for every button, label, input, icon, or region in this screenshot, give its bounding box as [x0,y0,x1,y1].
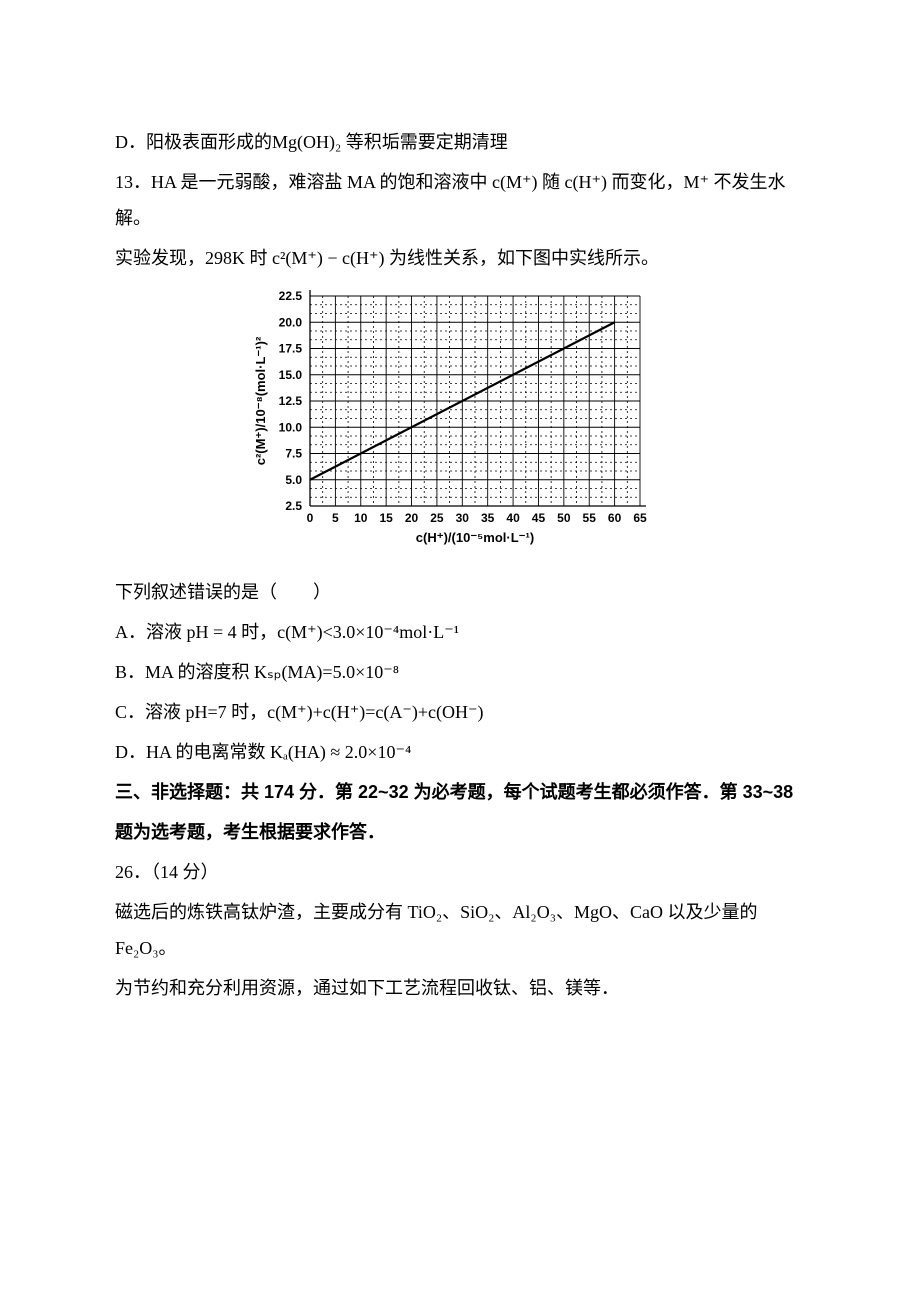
svg-text:0: 0 [307,511,314,525]
section3-heading-line2: 题为选考题，考生根据要求作答． [115,814,805,850]
svg-text:55: 55 [583,511,597,525]
q26-stem-line2: 为节约和充分利用资源，通过如下工艺流程回收钛、铝、镁等． [115,970,805,1006]
q13-option-a: A．溶液 pH = 4 时，c(M⁺)<3.0×10⁻⁴mol·L⁻¹ [115,614,805,650]
svg-text:20: 20 [405,511,419,525]
svg-text:45: 45 [532,511,546,525]
svg-text:5.0: 5.0 [285,473,302,487]
q13-chart: 0 5 10 15 20 25 30 35 40 45 50 55 60 65 2.5 5.0 7.5 10.0 1… [115,286,805,568]
q13-option-d: D．HA 的电离常数 Kₐ(HA) ≈ 2.0×10⁻⁴ [115,734,805,770]
svg-text:12.5: 12.5 [279,394,303,408]
q13-stem-line1: 13．HA 是一元弱酸，难溶盐 MA 的饱和溶液中 c(M⁺) 随 c(H⁺) … [115,164,805,236]
svg-text:40: 40 [506,511,520,525]
svg-text:20.0: 20.0 [279,315,303,329]
svg-text:c²(M⁺)/10⁻⁸(mol·L⁻¹)²: c²(M⁺)/10⁻⁸(mol·L⁻¹)² [253,336,268,465]
svg-text:10.0: 10.0 [279,420,303,434]
q26-stem-line1: 磁选后的炼铁高钛炉渣，主要成分有 TiO₂、SiO₂、Al₂O₃、MgO、CaO… [115,894,805,966]
svg-text:25: 25 [430,511,444,525]
svg-text:17.5: 17.5 [279,342,303,356]
svg-text:15.0: 15.0 [279,368,303,382]
svg-text:22.5: 22.5 [279,289,303,303]
svg-text:2.5: 2.5 [285,499,302,513]
svg-text:7.5: 7.5 [285,447,302,461]
svg-text:65: 65 [633,511,647,525]
svg-text:35: 35 [481,511,495,525]
q13-prompt: 下列叙述错误的是（ ） [115,574,805,610]
page: D．阳极表面形成的Mg(OH)₂ 等积垢需要定期清理 13．HA 是一元弱酸，难… [0,0,920,1302]
svg-text:50: 50 [557,511,571,525]
svg-text:15: 15 [379,511,393,525]
svg-text:10: 10 [354,511,368,525]
q13-option-c: C．溶液 pH=7 时，c(M⁺)+c(H⁺)=c(A⁻)+c(OH⁻) [115,694,805,730]
svg-text:60: 60 [608,511,622,525]
q13-stem-line2: 实验发现，298K 时 c²(M⁺) − c(H⁺) 为线性关系，如下图中实线所… [115,240,805,276]
chart-svg: 0 5 10 15 20 25 30 35 40 45 50 55 60 65 2.5 5.0 7.5 10.0 1… [240,286,680,556]
q12-option-d: D．阳极表面形成的Mg(OH)₂ 等积垢需要定期清理 [115,124,805,160]
q13-option-b: B．MA 的溶度积 Kₛₚ(MA)=5.0×10⁻⁸ [115,654,805,690]
svg-text:5: 5 [332,511,339,525]
section3-heading-line1: 三、非选择题：共 174 分．第 22~32 为必考题，每个试题考生都必须作答．… [115,774,805,810]
svg-text:c(H⁺)/(10⁻⁵mol·L⁻¹): c(H⁺)/(10⁻⁵mol·L⁻¹) [416,530,534,545]
svg-text:30: 30 [456,511,470,525]
q26-head: 26．（14 分） [115,854,805,890]
